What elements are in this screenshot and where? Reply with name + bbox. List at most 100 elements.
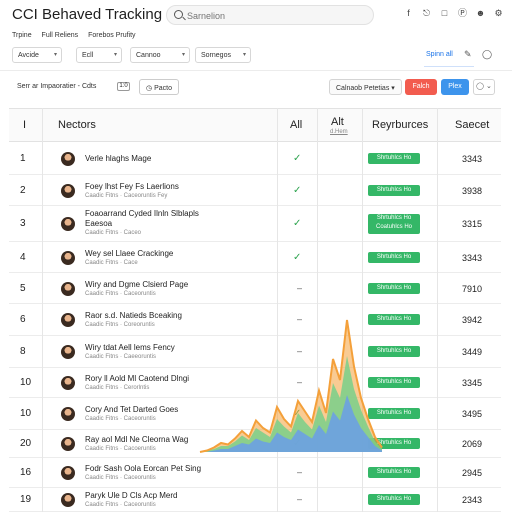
column-header-resources[interactable]: Reyrburces: [372, 119, 429, 131]
table-row[interactable]: 3 Foaoarrand Cyded Ilnln Slblapls Eaesoa C…: [9, 206, 501, 242]
column-divider: [437, 108, 438, 512]
settings-icon[interactable]: ⚙: [494, 8, 503, 18]
status-button[interactable]: ◷ Pacto: [139, 79, 179, 95]
dropdown-filter-2[interactable]: Ecll ▾: [76, 47, 122, 63]
column-header-name[interactable]: Nectors: [58, 119, 96, 131]
row-title[interactable]: Wiry and Dgme Clsierd Page: [85, 280, 189, 289]
column-header-alt-sub: d.Hem: [330, 129, 348, 135]
row-title[interactable]: Ray aol Mdl Ne Cleorna Wag: [85, 435, 189, 444]
table-row[interactable]: 2 Foey lhst Fey Fs Laerlions Caadic Fitns …: [9, 175, 501, 206]
row-title[interactable]: Wey sel Llaee Crackinge: [85, 249, 174, 258]
avatar: [61, 251, 75, 265]
column-divider: [362, 108, 363, 512]
column-header-alt[interactable]: Alt: [331, 116, 344, 128]
status-badge[interactable]: Shrtuhlcs Ho: [368, 283, 420, 294]
table-row[interactable]: 20 Ray aol Mdl Ne Cleorna Wag Caadic Fitns…: [9, 430, 501, 458]
search-bar[interactable]: [166, 5, 374, 25]
facebook-icon[interactable]: f: [407, 8, 410, 18]
dash-icon: –: [297, 346, 303, 356]
row-number: 2: [20, 185, 26, 196]
row-number: 3: [20, 218, 26, 229]
select-all-link[interactable]: Spinn all: [426, 51, 453, 58]
table-row[interactable]: 19 Paryk Ule D Cls Acp Merd Caadic Fitns ·…: [9, 488, 501, 512]
table-row[interactable]: 10 Rory ll Aold Ml Caotend Dlngi Caadic Fi…: [9, 368, 501, 398]
dropdown-filter-4[interactable]: Sornegos ▾: [195, 47, 251, 63]
row-title[interactable]: Verle hlaghs Mage: [85, 154, 152, 163]
row-title[interactable]: Fodr Sash Oola Eorcan Pet Sing: [85, 464, 202, 473]
status-badge[interactable]: Shrtuhlcs Ho: [368, 314, 420, 325]
avatar: [61, 217, 75, 231]
dropdown-filter-1[interactable]: Avcide ▾: [12, 47, 62, 63]
table-row[interactable]: 1 Verle hlaghs Mage ✓ Shrtuhlcs Ho 3343: [9, 142, 501, 175]
sub-navigation: Trpine Full Reliens Forebos Prufity: [12, 32, 144, 39]
dash-icon: –: [297, 314, 303, 324]
primary-red-button[interactable]: Falch: [405, 79, 437, 95]
column-divider: [277, 108, 278, 512]
status-badge[interactable]: Shrtuhlcs Ho: [368, 408, 420, 419]
avatar: [61, 152, 75, 166]
view-toggle[interactable]: 1:0: [117, 82, 130, 91]
row-score: 3495: [462, 409, 483, 419]
row-title[interactable]: Paryk Ule D Cls Acp Merd: [85, 491, 178, 500]
row-score: 3345: [462, 378, 483, 388]
table-row[interactable]: 10 Cory And Tet Darted Goes Caadic Fitns ·…: [9, 398, 501, 430]
status-badge[interactable]: Shrtuhlcs Ho: [368, 467, 420, 478]
search-input[interactable]: [187, 8, 367, 23]
options-dropdown-button[interactable]: Calnaob Petetias ▾: [329, 79, 402, 95]
lightbulb-icon[interactable]: ◯: [482, 49, 493, 59]
row-title[interactable]: Wiry tdat Aell lems Fency: [85, 343, 175, 352]
chevron-down-icon: ▾: [181, 52, 185, 58]
user-icon[interactable]: ☻: [475, 8, 486, 18]
avatar: [61, 466, 75, 480]
edit-icon[interactable]: ✎: [464, 49, 472, 59]
status-button-label: Pacto: [154, 85, 172, 92]
status-badge[interactable]: Shrtuhlcs Ho Coatuhlcs Ho: [368, 214, 420, 234]
row-number: 16: [20, 467, 32, 478]
row-score: 3449: [462, 347, 483, 357]
table-row[interactable]: 6 Raor s.d. Natieds Bceaking Caadic Fitns …: [9, 304, 501, 336]
row-meta: Caadic Fitns · Caeeoruntis: [85, 354, 157, 360]
subnav-item[interactable]: Full Reliens: [41, 32, 79, 39]
column-header-number[interactable]: I: [23, 119, 27, 131]
app-header: CCI Behaved Tracking f ⎋ □ Ⓟ ☻ ⚙: [0, 0, 512, 30]
status-badge[interactable]: Shrtuhlcs Ho: [368, 252, 420, 263]
dropdown-filter-3[interactable]: Cannoo ▾: [130, 47, 190, 63]
avatar: [61, 345, 75, 359]
row-title[interactable]: Foaoarrand Cyded Ilnln Slblapls Eaesoa: [85, 209, 199, 228]
share-icon[interactable]: ⎋: [422, 8, 431, 18]
row-number: 4: [20, 252, 26, 263]
table-row[interactable]: 16 Fodr Sash Oola Eorcan Pet Sing Caadic F…: [9, 458, 501, 488]
more-options-button[interactable]: ◯ ⌄: [473, 79, 495, 95]
row-title[interactable]: Foey lhst Fey Fs Laerlions: [85, 182, 179, 191]
row-score: 2069: [462, 439, 483, 449]
row-number: 10: [20, 408, 32, 419]
status-badge[interactable]: Shrtuhlcs Ho: [368, 438, 420, 449]
subnav-item[interactable]: Forebos Prufity: [88, 32, 136, 39]
row-number: 8: [20, 346, 26, 357]
table-row[interactable]: 4 Wey sel Llaee Crackinge Caadic Fitns · C…: [9, 242, 501, 273]
dropdown-label: Ecll: [82, 52, 94, 59]
table-row[interactable]: 5 Wiry and Dgme Clsierd Page Caadic Fitns …: [9, 273, 501, 304]
status-badge[interactable]: Shrtuhlcs Ho: [368, 185, 420, 196]
avatar: [61, 493, 75, 507]
subnav-item[interactable]: Trpine: [12, 32, 32, 39]
avatar: [61, 184, 75, 198]
check-icon: ✓: [293, 252, 302, 263]
bookmark-icon[interactable]: □: [441, 8, 448, 18]
check-icon: ✓: [293, 218, 302, 229]
status-badge[interactable]: Shrtuhlcs Ho: [368, 153, 420, 164]
row-title[interactable]: Cory And Tet Darted Goes: [85, 405, 179, 414]
row-title[interactable]: Rory ll Aold Ml Caotend Dlngi: [85, 374, 190, 383]
status-badge[interactable]: Shrtuhlcs Ho: [368, 377, 420, 388]
dropdown-label: Avcide: [18, 52, 39, 59]
primary-blue-button[interactable]: Plex: [441, 79, 469, 95]
table-row[interactable]: 8 Wiry tdat Aell lems Fency Caadic Fitns ·…: [9, 336, 501, 368]
row-number: 6: [20, 314, 26, 325]
column-header-secret[interactable]: Saecet: [455, 119, 490, 131]
status-badge[interactable]: Shrtuhlcs Ho: [368, 346, 420, 357]
search-icon: [174, 10, 183, 19]
column-header-all[interactable]: All: [290, 119, 303, 131]
status-badge[interactable]: Shrtuhlcs Ho: [368, 494, 420, 505]
row-title[interactable]: Raor s.d. Natieds Bceaking: [85, 311, 182, 320]
pinterest-icon[interactable]: Ⓟ: [457, 8, 467, 18]
